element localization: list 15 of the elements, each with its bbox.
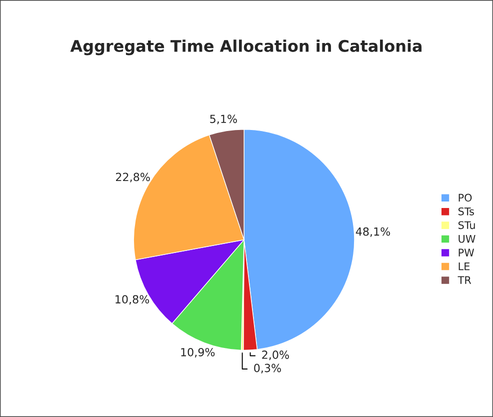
legend-label: LE — [458, 262, 470, 270]
legend-label: PW — [458, 248, 474, 256]
data-label: 0,3% — [254, 364, 281, 374]
data-label: 10,8% — [116, 295, 150, 305]
data-label: 5,1% — [210, 114, 237, 124]
legend-label: STs — [458, 207, 474, 216]
legend-label: TR — [458, 276, 472, 284]
data-label: 48,1% — [356, 227, 390, 237]
chart-title: Aggregate Time Allocation in Catalonia — [70, 40, 422, 56]
legend-label: UW — [458, 235, 476, 243]
data-label: 10,9% — [181, 348, 215, 358]
data-label: 22,8% — [116, 172, 150, 182]
data-label: 2,0% — [262, 350, 289, 360]
legend-label: STu — [458, 221, 475, 230]
legend-label: PO — [458, 194, 472, 202]
